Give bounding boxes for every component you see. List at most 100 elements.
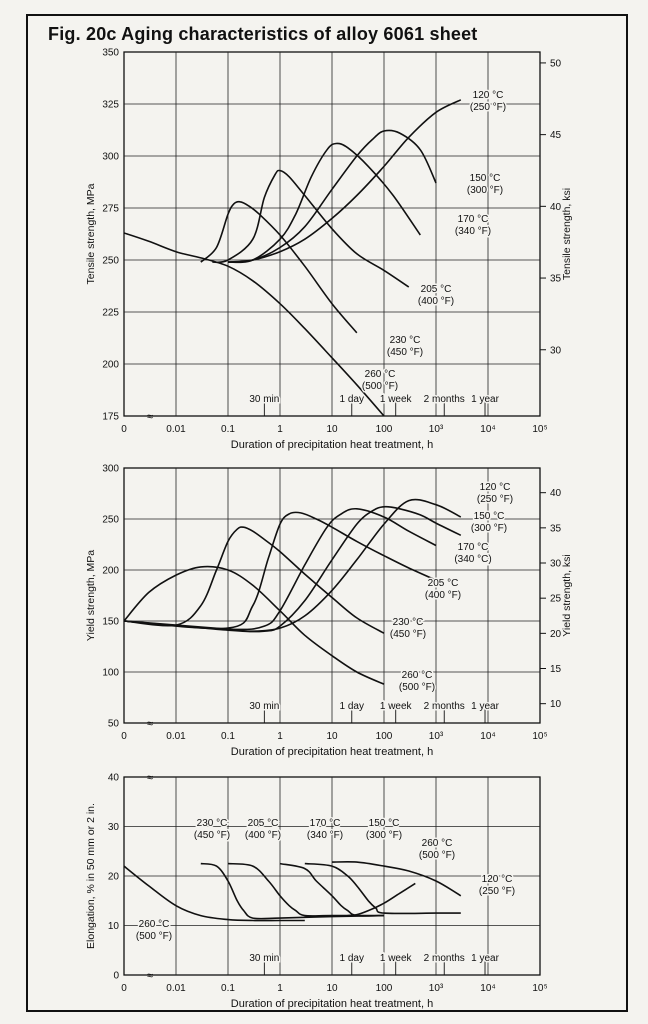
series-line bbox=[304, 862, 461, 915]
x-tick-label: 0.01 bbox=[166, 983, 186, 994]
curve-label: 260 °C bbox=[402, 670, 433, 681]
series-line bbox=[123, 232, 385, 417]
series-line bbox=[123, 498, 462, 633]
curve-label: (450 °F) bbox=[390, 629, 426, 640]
curve-label: (500 °F) bbox=[399, 682, 435, 693]
x-tick-label: 0.1 bbox=[221, 983, 235, 994]
y-tick-label: 175 bbox=[102, 412, 119, 423]
y2-tick-label: 30 bbox=[550, 559, 562, 570]
axis-break-icon: ≈ bbox=[147, 718, 153, 730]
x-tick-label: 100 bbox=[376, 731, 393, 742]
time-marker-label: 2 months bbox=[424, 701, 465, 712]
y2-tick-label: 35 bbox=[550, 523, 562, 534]
curve-label: (300 °F) bbox=[366, 830, 402, 841]
y-tick-label: 325 bbox=[102, 100, 119, 111]
curve-label: (500 °F) bbox=[419, 850, 455, 861]
time-marker-label: 1 year bbox=[471, 701, 499, 712]
series-line bbox=[123, 526, 385, 634]
series-line bbox=[123, 507, 437, 631]
curve-label: (400 °F) bbox=[425, 590, 461, 601]
series-line bbox=[227, 99, 462, 263]
y2-axis-label: Yield strength, ksi bbox=[561, 554, 573, 636]
x-tick-label: 10⁵ bbox=[532, 424, 547, 435]
series-line bbox=[347, 882, 416, 917]
series-line bbox=[227, 862, 384, 917]
x-tick-label: 10 bbox=[326, 424, 338, 435]
y2-tick-label: 10 bbox=[550, 699, 562, 710]
y-tick-label: 0 bbox=[113, 971, 119, 982]
time-marker-label: 30 min bbox=[249, 701, 279, 712]
y2-axis-label: Tensile strength, ksi bbox=[561, 188, 573, 280]
series-line bbox=[123, 565, 385, 685]
time-marker-label: 30 min bbox=[249, 394, 279, 405]
x-tick-label: 10⁵ bbox=[532, 983, 547, 994]
curve-label: 150 °C bbox=[369, 818, 400, 829]
x-axis-label: Duration of precipitation heat treatment… bbox=[231, 998, 433, 1010]
y2-tick-label: 20 bbox=[550, 629, 562, 640]
x-tick-label: 0.1 bbox=[221, 424, 235, 435]
y-axis-label: Yield strength, MPa bbox=[85, 550, 97, 641]
y-tick-label: 300 bbox=[102, 464, 119, 475]
y-tick-label: 200 bbox=[102, 566, 119, 577]
series-line bbox=[212, 169, 410, 288]
curve-label: (250 °F) bbox=[470, 102, 506, 113]
curve-label: 150 °C bbox=[470, 173, 501, 184]
time-marker-label: 1 day bbox=[340, 953, 364, 964]
y-tick-label: 10 bbox=[108, 921, 120, 932]
y2-tick-label: 15 bbox=[550, 664, 562, 675]
time-marker-label: 1 week bbox=[380, 953, 413, 964]
series-line bbox=[200, 862, 385, 920]
figure-frame bbox=[26, 14, 628, 1012]
x-tick-label: 0 bbox=[121, 424, 127, 435]
curve-label: (400 °F) bbox=[418, 296, 454, 307]
curve-label: 230 °C bbox=[390, 335, 421, 346]
curve-label: 230 °C bbox=[197, 818, 228, 829]
y-tick-label: 40 bbox=[108, 773, 120, 784]
y-tick-label: 30 bbox=[108, 822, 120, 833]
curve-label: 205 °C bbox=[421, 284, 452, 295]
axis-break-icon: ≈ bbox=[147, 772, 153, 784]
x-tick-label: 10 bbox=[326, 731, 338, 742]
y-tick-label: 20 bbox=[108, 872, 120, 883]
x-tick-label: 10⁵ bbox=[532, 731, 547, 742]
x-tick-label: 0.01 bbox=[166, 424, 186, 435]
y-tick-label: 150 bbox=[102, 617, 119, 628]
curve-label: (500 °F) bbox=[362, 381, 398, 392]
curve-label: (400 °F) bbox=[245, 830, 281, 841]
time-marker-label: 2 months bbox=[424, 953, 465, 964]
curve-label: (340 °F) bbox=[455, 226, 491, 237]
y-tick-label: 250 bbox=[102, 515, 119, 526]
curve-label: 150 °C bbox=[474, 511, 505, 522]
curve-label: 260 °C bbox=[365, 369, 396, 380]
y-tick-label: 250 bbox=[102, 256, 119, 267]
y2-tick-label: 30 bbox=[550, 345, 562, 356]
x-tick-label: 1 bbox=[277, 983, 283, 994]
time-marker-label: 1 year bbox=[471, 394, 499, 405]
x-tick-label: 1 bbox=[277, 731, 283, 742]
time-marker-label: 1 week bbox=[380, 394, 413, 405]
y2-tick-label: 25 bbox=[550, 594, 562, 605]
curve-label: (450 °F) bbox=[387, 347, 423, 358]
x-tick-label: 10 bbox=[326, 983, 338, 994]
y2-tick-label: 45 bbox=[550, 130, 562, 141]
curve-label: 205 °C bbox=[428, 578, 459, 589]
x-tick-label: 0 bbox=[121, 983, 127, 994]
curve-label: (250 °F) bbox=[479, 886, 515, 897]
x-tick-label: 10³ bbox=[429, 731, 444, 742]
curve-label: 170 °C bbox=[310, 818, 341, 829]
x-tick-label: 10⁴ bbox=[480, 731, 495, 742]
x-tick-label: 0.01 bbox=[166, 731, 186, 742]
time-marker-label: 1 week bbox=[380, 701, 413, 712]
x-axis-label: Duration of precipitation heat treatment… bbox=[231, 746, 433, 758]
x-tick-label: 10⁴ bbox=[480, 983, 495, 994]
x-tick-label: 1 bbox=[277, 424, 283, 435]
axis-break-icon: ≈ bbox=[147, 970, 153, 982]
y2-tick-label: 50 bbox=[550, 58, 562, 69]
series-line bbox=[227, 142, 421, 264]
curve-label: (300 °F) bbox=[471, 523, 507, 534]
curve-label: 120 °C bbox=[473, 90, 504, 101]
y-axis-label: Elongation, % in 50 mm or 2 in. bbox=[85, 803, 97, 949]
y-tick-label: 225 bbox=[102, 308, 119, 319]
curve-label: 205 °C bbox=[248, 818, 279, 829]
